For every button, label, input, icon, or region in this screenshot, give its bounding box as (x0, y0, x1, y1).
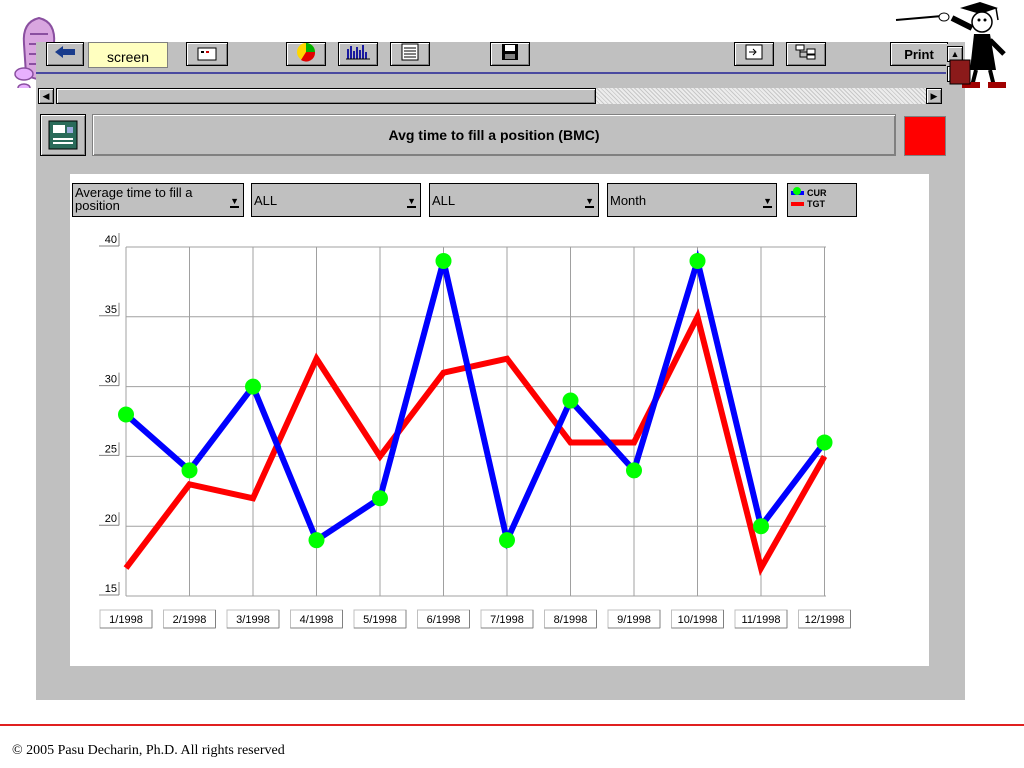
legend[interactable]: CUR TGT (787, 183, 857, 217)
dropdown-arrow-icon: ▼ (230, 196, 239, 208)
bar-chart-icon (345, 43, 371, 66)
period-value: Month (610, 193, 647, 208)
back-button[interactable] (46, 42, 84, 66)
period-dropdown[interactable]: Month ▼ (607, 183, 777, 217)
back-arrow-icon (53, 44, 77, 65)
pie-chart-icon (295, 42, 317, 67)
footer-divider (0, 724, 1024, 726)
chart-panel (70, 174, 929, 666)
filter-1-value: ALL (254, 193, 278, 208)
legend-tgt-label: TGT (807, 199, 825, 209)
dropdown-arrow-icon: ▼ (585, 196, 594, 208)
hierarchy-button[interactable] (786, 42, 826, 66)
table-icon (401, 43, 419, 66)
report-icon-button[interactable] (40, 114, 86, 156)
grid-icon (197, 47, 217, 61)
scrollbar-thumb[interactable] (56, 88, 596, 104)
save-button[interactable] (490, 42, 530, 66)
legend-cur-marker (793, 187, 801, 195)
copyright-text: © 2005 Pasu Decharin, Ph.D. All rights r… (12, 743, 285, 758)
filter-2-dropdown[interactable]: ALL ▼ (429, 183, 599, 217)
export-button[interactable] (734, 42, 774, 66)
report-icon (48, 120, 78, 150)
dropdown-arrow-icon: ▼ (763, 196, 772, 208)
status-indicator (904, 116, 946, 156)
legend-cur-label: CUR (807, 188, 827, 198)
scroll-right-arrow-icon[interactable]: ▶ (926, 88, 942, 104)
scroll-left-arrow-icon[interactable]: ◀ (38, 88, 54, 104)
bar-chart-button[interactable] (338, 42, 378, 66)
table-view-button[interactable] (390, 42, 430, 66)
report-title: Avg time to fill a position (BMC) (92, 114, 896, 156)
hierarchy-icon (795, 44, 817, 65)
measure-dropdown[interactable]: Average time to fill a position ▼ (72, 183, 244, 217)
dropdown-arrow-icon: ▼ (407, 196, 416, 208)
teacher-graduate-icon (892, 0, 1018, 92)
data-view-button[interactable] (186, 42, 228, 66)
export-icon (745, 44, 763, 65)
pie-chart-button[interactable] (286, 42, 326, 66)
previous-screen-button[interactable]: screen (88, 42, 168, 68)
previous-screen-label: screen (106, 49, 150, 65)
print-label: Print (904, 46, 934, 62)
filter-1-dropdown[interactable]: ALL ▼ (251, 183, 421, 217)
measure-dropdown-value: Average time to fill a position (75, 185, 193, 213)
filter-2-value: ALL (432, 193, 456, 208)
horizontal-scrollbar[interactable]: ◀ ▶ (36, 86, 946, 106)
toolbar: screen Print (36, 42, 965, 74)
save-disk-icon (501, 43, 519, 66)
